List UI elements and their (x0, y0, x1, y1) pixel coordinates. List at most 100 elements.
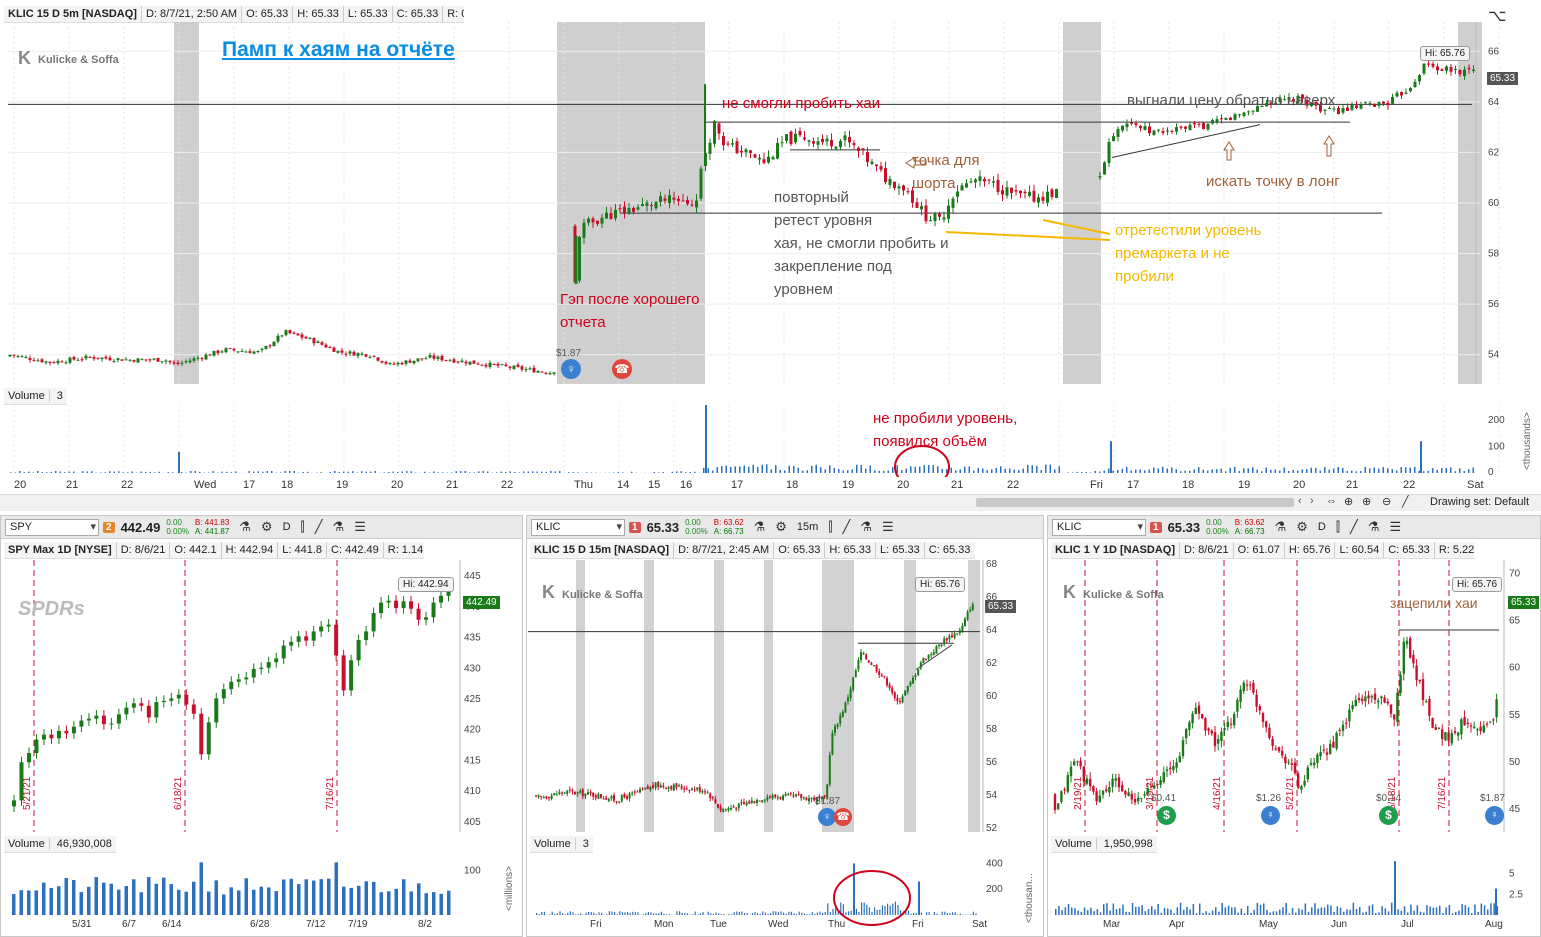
main-header-symbol[interactable]: KLIC 15 D 5m [NASDAQ] (4, 6, 142, 22)
spy-menu-icon[interactable]: ☰ (354, 519, 366, 534)
klic15-volume-bar (580, 913, 582, 915)
klic1y-candle (1053, 794, 1057, 810)
klic1y-candle (1063, 789, 1066, 791)
klic15-symbol-input[interactable]: KLIC (531, 518, 625, 536)
scroll-left-icon[interactable]: ‹ (1298, 495, 1302, 507)
main-volume-bar (1418, 470, 1420, 473)
spy-candle-icon[interactable]: ⫿ (300, 519, 305, 534)
klic1y-header-close: C: 65.33 (1384, 542, 1435, 558)
klic15-candle (834, 726, 836, 733)
main-volume-bar (487, 471, 489, 473)
main-volume-bar (1040, 470, 1042, 473)
pan-icon[interactable]: ⇔ (1326, 495, 1337, 507)
scroll-right-icon[interactable]: › (1310, 495, 1314, 507)
spy-volume-bar (162, 877, 166, 915)
klic15-candle (951, 635, 953, 638)
klic1y-dividend-icon-3[interactable]: $ (1379, 806, 1398, 825)
klic15-volume-bar (601, 912, 603, 915)
main-volume-bar (1333, 468, 1335, 473)
klic1y-study-icon[interactable]: ⚗ (1367, 519, 1380, 534)
klic15-volume-bar (632, 911, 634, 915)
klic15-period-button[interactable]: 15m (796, 521, 819, 533)
klic1y-volume-bar (1349, 909, 1351, 915)
main-candle (780, 142, 784, 144)
spy-header-symbol[interactable]: SPY Max 1D [NYSE] (4, 542, 117, 558)
main-candle (929, 220, 932, 222)
klic1y-earnings-icon-2[interactable]: ♀ (1261, 806, 1280, 825)
annot-pushed-back: выгнали цену обратно наверх (1127, 92, 1336, 109)
main-candle (1449, 66, 1453, 72)
klic1y-menu-icon[interactable]: ☰ (1389, 519, 1402, 534)
klic1y-candle (1146, 788, 1149, 794)
klic15-earnings-icon[interactable]: ♀ (818, 808, 836, 826)
klic1y-price-chart[interactable]: 2/19/21 3/19/21 4/16/21 5/21/21 6/18/21 7/16/… (1049, 560, 1540, 832)
klic1y-link-badge[interactable]: 1 (1150, 521, 1162, 533)
main-chart-settings-icon[interactable]: ⌥ (1488, 8, 1507, 25)
crosshair-icon[interactable]: ⊕ (1344, 496, 1354, 508)
main-candle (1413, 81, 1417, 88)
klic15-link-badge[interactable]: 1 (629, 521, 641, 533)
main-earnings-icon[interactable]: ♀ (561, 359, 581, 379)
main-candle (376, 357, 380, 361)
klic1y-earnings-icon-4[interactable]: ♀ (1485, 806, 1504, 825)
klic1y-volume-bar (1365, 911, 1367, 915)
klic1y-candle (1188, 722, 1191, 730)
klic1y-period-button[interactable]: D (1317, 521, 1326, 533)
main-candle (915, 202, 919, 208)
klic15-candle-icon[interactable]: ⫿ (828, 519, 833, 534)
main-scrollbar[interactable] (976, 498, 1294, 507)
klic1y-header-symbol[interactable]: KLIC 1 Y 1D [NASDAQ] (1051, 542, 1181, 558)
zoom-out-icon[interactable]: ⊖ (1382, 496, 1392, 508)
draw-line-icon[interactable]: ╱ (1402, 496, 1409, 508)
main-conference-call-icon[interactable]: ☎ (612, 359, 632, 379)
klic15-menu-icon[interactable]: ☰ (881, 519, 894, 534)
main-candle (645, 202, 649, 206)
spy-flask-icon[interactable]: ⚗ (239, 519, 251, 534)
main-volume-value: 3 (56, 390, 63, 402)
klic1y-symbol-input[interactable]: KLIC (1052, 518, 1146, 536)
spy-study-icon[interactable]: ⚗ (332, 519, 345, 534)
main-arrow-left-icon (905, 157, 927, 169)
klic15-candle (831, 733, 834, 755)
klic15-candle (776, 797, 779, 799)
klic1y-draw-icon[interactable]: ╱ (1350, 519, 1358, 534)
klic1y-y-tick: 60 (1509, 663, 1521, 674)
klic15-gear-icon[interactable]: ⚙ (775, 519, 787, 534)
klic15-volume-bar (666, 914, 668, 915)
main-volume-bar (824, 469, 826, 473)
spy-draw-icon[interactable]: ╱ (314, 519, 323, 534)
spy-symbol-input[interactable]: SPY (5, 518, 99, 536)
klic1y-candle-icon[interactable]: ⫿ (1335, 519, 1341, 534)
main-volume-bar (149, 471, 151, 473)
klic1y-volume-bar (1423, 912, 1425, 915)
main-volume-bar (995, 467, 997, 473)
klic15-draw-icon[interactable]: ╱ (842, 519, 851, 534)
klic1y-volume-bar (1163, 908, 1166, 915)
klic1y-gear-icon[interactable]: ⚙ (1296, 519, 1308, 534)
spy-period-button[interactable]: D (282, 521, 291, 533)
drawing-set-label[interactable]: Drawing set: Default (1430, 496, 1530, 508)
spy-price-chart[interactable]: 5/21/21 6/18/21 7/16/214054104154204254304… (2, 560, 522, 832)
spy-volume-bar (57, 886, 61, 915)
klic1y-dividend-icon-1[interactable]: $ (1157, 806, 1176, 825)
main-candle (1265, 103, 1268, 107)
klic15-study-icon[interactable]: ⚗ (860, 519, 872, 534)
zoom-in-icon[interactable]: ⊕ (1362, 496, 1372, 508)
klic1y-flask-icon[interactable]: ⚗ (1274, 519, 1287, 534)
spy-gear-icon[interactable]: ⚙ (260, 519, 273, 534)
klic1y-candle (1127, 792, 1130, 797)
main-volume-bar (1274, 469, 1276, 473)
spy-link-badge[interactable]: 2 (103, 521, 115, 533)
spy-volume-bar (327, 878, 331, 915)
klic1y-volume-bar (1291, 908, 1294, 915)
klic15-flask-icon[interactable]: ⚗ (753, 519, 766, 534)
klic15-header-symbol[interactable]: KLIC 15 D 15m [NASDAQ] (530, 542, 675, 558)
spy-candle (259, 667, 264, 669)
klic15-call-icon[interactable]: ☎ (834, 808, 852, 826)
